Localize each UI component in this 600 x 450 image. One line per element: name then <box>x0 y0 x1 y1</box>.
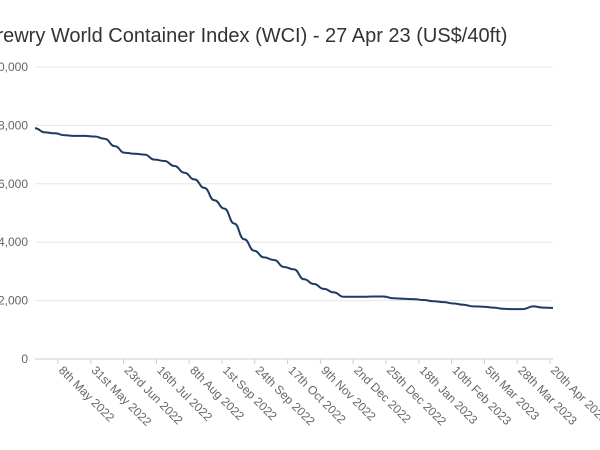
data-point[interactable] <box>152 157 158 163</box>
data-point[interactable] <box>421 297 427 303</box>
data-point[interactable] <box>311 281 317 287</box>
data-point[interactable] <box>530 303 536 309</box>
data-point[interactable] <box>32 125 38 131</box>
data-point[interactable] <box>291 266 297 272</box>
data-point[interactable] <box>251 248 257 254</box>
data-point[interactable] <box>550 305 556 311</box>
data-point[interactable] <box>490 305 496 311</box>
data-point[interactable] <box>431 298 437 304</box>
chart-title: Drewry World Container Index (WCI) - 27 … <box>0 25 508 47</box>
data-point[interactable] <box>191 176 197 182</box>
data-point[interactable] <box>361 294 367 300</box>
data-point[interactable] <box>52 130 58 136</box>
data-point[interactable] <box>221 206 227 212</box>
data-point[interactable] <box>321 286 327 292</box>
y-tick-label: 8,000 <box>0 118 28 132</box>
data-point[interactable] <box>172 163 178 169</box>
data-point[interactable] <box>411 296 417 302</box>
y-tick-label: 10,000 <box>0 60 28 74</box>
data-point[interactable] <box>82 133 88 139</box>
data-point[interactable] <box>480 304 486 310</box>
y-axis-ticks: 0 2,000 4,000 6,000 8,000 10,000 <box>0 60 28 366</box>
data-point[interactable] <box>72 133 78 139</box>
data-point[interactable] <box>401 296 407 302</box>
data-point[interactable] <box>341 294 347 300</box>
data-point[interactable] <box>201 185 207 191</box>
data-point[interactable] <box>301 276 307 282</box>
data-point[interactable] <box>381 294 387 300</box>
data-point[interactable] <box>261 254 267 260</box>
gridlines <box>35 66 553 360</box>
data-point[interactable] <box>520 306 526 312</box>
data-point[interactable] <box>440 299 446 305</box>
data-point[interactable] <box>92 134 98 140</box>
data-point[interactable] <box>112 143 118 149</box>
data-point[interactable] <box>142 152 148 158</box>
data-point[interactable] <box>271 257 277 263</box>
data-point[interactable] <box>460 302 466 308</box>
series-line <box>34 127 554 311</box>
data-point[interactable] <box>102 136 108 142</box>
data-point[interactable] <box>122 150 128 156</box>
data-point[interactable] <box>162 158 168 164</box>
data-point[interactable] <box>331 289 337 295</box>
y-tick-label: 6,000 <box>0 177 28 191</box>
y-tick-label: 0 <box>21 352 28 366</box>
data-point[interactable] <box>500 306 506 312</box>
data-point[interactable] <box>42 129 48 135</box>
data-point[interactable] <box>62 132 68 138</box>
data-point[interactable] <box>540 305 546 311</box>
data-point[interactable] <box>181 170 187 176</box>
data-point[interactable] <box>351 294 357 300</box>
data-point[interactable] <box>231 221 237 227</box>
data-point[interactable] <box>470 303 476 309</box>
data-point[interactable] <box>281 264 287 270</box>
data-point[interactable] <box>391 295 397 301</box>
data-point[interactable] <box>371 294 377 300</box>
series-layer <box>32 125 556 312</box>
data-point[interactable] <box>450 301 456 307</box>
data-point[interactable] <box>132 151 138 157</box>
data-point[interactable] <box>211 197 217 203</box>
data-point[interactable] <box>510 306 516 312</box>
y-tick-label: 4,000 <box>0 235 28 249</box>
data-point[interactable] <box>241 236 247 242</box>
y-tick-label: 2,000 <box>0 294 28 308</box>
